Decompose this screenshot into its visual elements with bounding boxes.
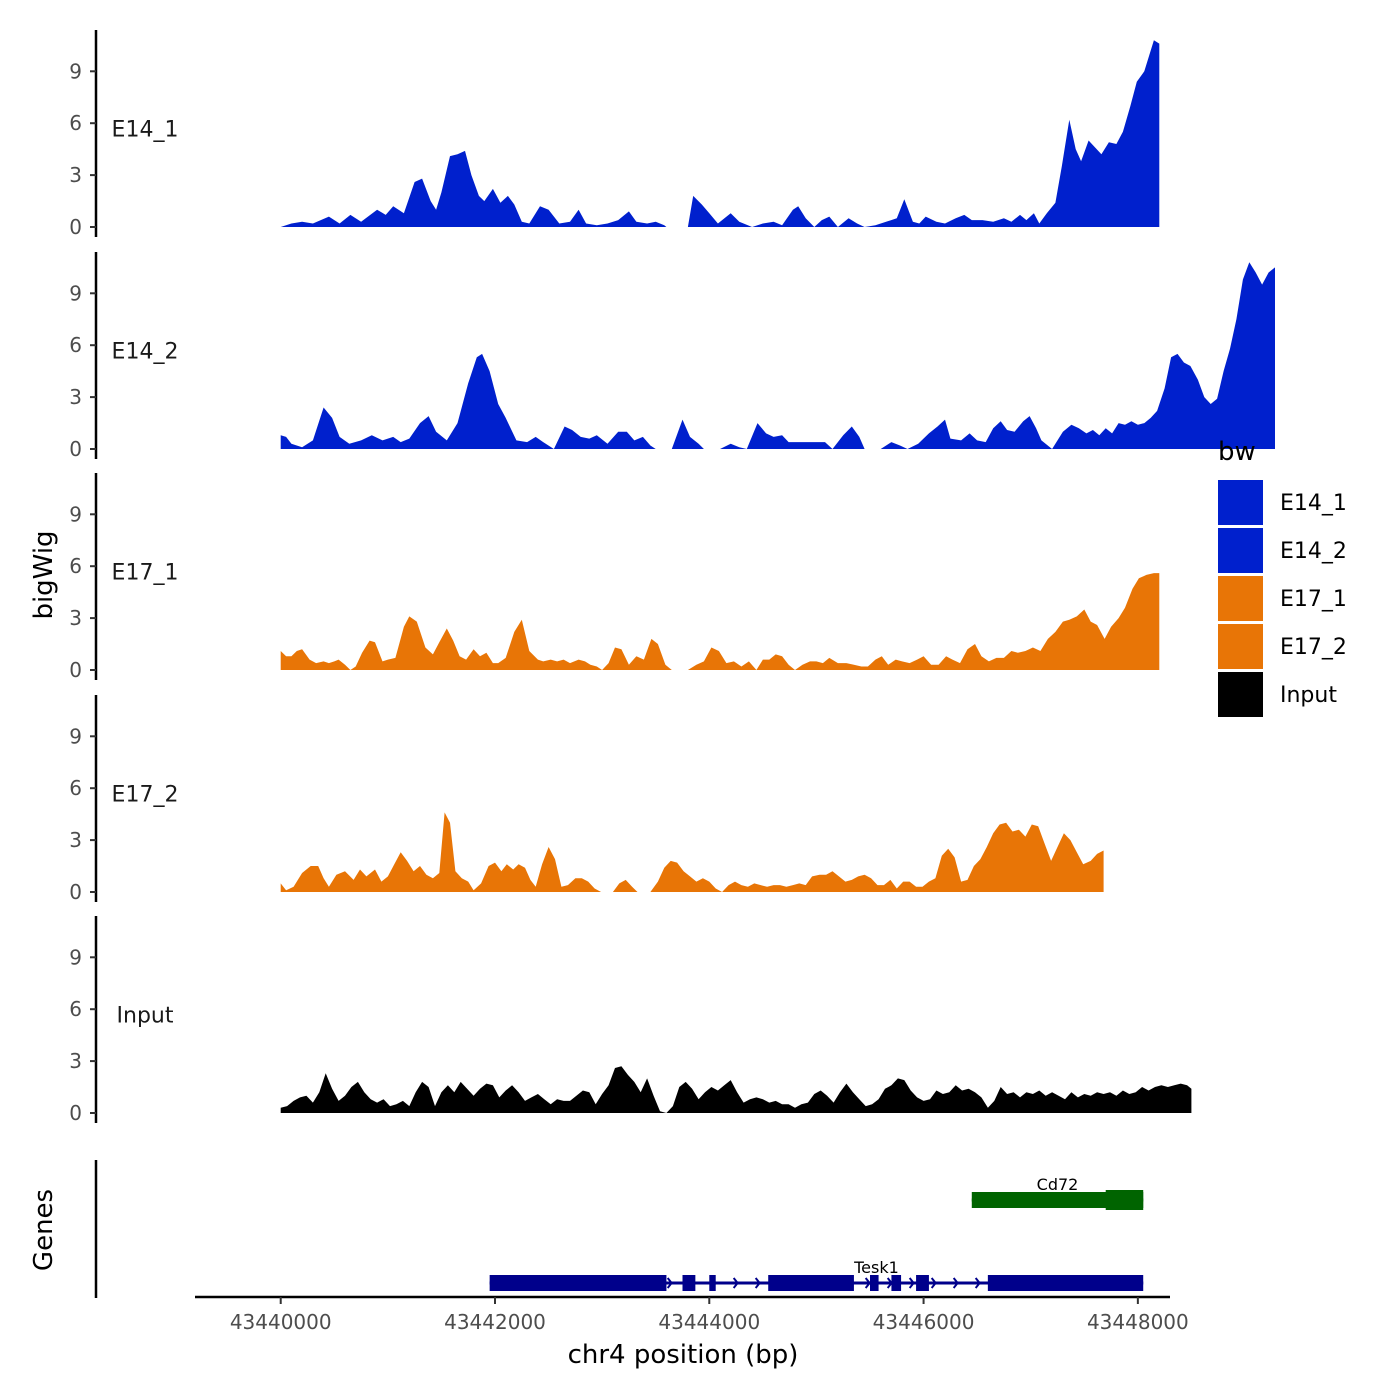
strand-arrow <box>864 1277 871 1289</box>
track-label: E17_1 <box>112 560 179 585</box>
track-label: E14_2 <box>112 339 179 364</box>
genes-axis-title: Genes <box>29 1189 59 1271</box>
exon <box>709 1275 716 1291</box>
y-tick-label: 9 <box>69 945 82 969</box>
x-tick-label: 43448000 <box>1087 1310 1189 1334</box>
strand-arrow <box>930 1277 937 1289</box>
y-tick-label: 3 <box>69 385 82 409</box>
coverage-area-E14_1 <box>280 40 1160 228</box>
legend-label: Input <box>1280 683 1337 708</box>
coverage-area-E14_2 <box>280 262 1275 449</box>
y-tick-label: 3 <box>69 163 82 187</box>
y-tick-label: 0 <box>69 658 82 682</box>
track-panel-E14_2: 0 3 6 9 E14_2 <box>69 252 1275 461</box>
y-tick-label: 9 <box>69 502 82 526</box>
exon <box>916 1275 929 1291</box>
y-tick-label: 9 <box>69 724 82 748</box>
exon <box>987 1275 1144 1291</box>
legend-swatch-E14_2 <box>1218 528 1263 573</box>
strand-arrow <box>974 1277 981 1289</box>
strand-arrow <box>666 1277 673 1289</box>
x-tick-label: 43442000 <box>444 1310 546 1334</box>
gene-label: Cd72 <box>1037 1175 1079 1194</box>
y-tick-label: 6 <box>69 997 82 1021</box>
exon <box>682 1275 696 1291</box>
y-tick-label: 3 <box>69 1049 82 1073</box>
y-tick-label: 0 <box>69 1101 82 1125</box>
exon <box>768 1275 854 1291</box>
gene-track: Cd72 Tesk1 <box>94 1160 1144 1298</box>
y-tick-label: 9 <box>69 281 82 305</box>
x-axis-title: chr4 position (bp) <box>568 1340 799 1370</box>
legend-swatch-E17_2 <box>1218 624 1263 669</box>
legend-label: E17_2 <box>1280 635 1347 660</box>
strand-arrow <box>908 1277 915 1289</box>
gene-label: Tesk1 <box>853 1258 899 1277</box>
y-tick-label: 0 <box>69 215 82 239</box>
exon <box>489 1275 667 1291</box>
y-tick-label: 6 <box>69 333 82 357</box>
exon <box>971 1192 1144 1208</box>
y-axis-title: bigWig <box>29 530 59 619</box>
exon <box>870 1275 879 1291</box>
x-axis: 43440000 43442000 43444000 43446000 43448000 <box>195 1295 1189 1334</box>
legend-title: bw <box>1218 437 1256 467</box>
x-tick-label: 43444000 <box>658 1310 760 1334</box>
y-tick-label: 6 <box>69 111 82 135</box>
y-tick-label: 0 <box>69 880 82 904</box>
track-panel-E17_1: 0 3 6 9 E17_1 <box>69 473 1160 682</box>
track-panel-E17_2: 0 3 6 9 E17_2 <box>69 695 1104 904</box>
legend-swatch-Input <box>1218 672 1263 717</box>
y-tick-label: 0 <box>69 437 82 461</box>
legend-swatch-E17_1 <box>1218 576 1263 621</box>
x-tick-label: 43446000 <box>873 1310 975 1334</box>
legend-label: E17_1 <box>1280 587 1347 612</box>
coverage-area-E17_1 <box>280 573 1160 670</box>
y-tick-label: 3 <box>69 828 82 852</box>
coding-exon <box>1105 1190 1144 1210</box>
strand-arrow <box>754 1277 761 1289</box>
track-label: E14_1 <box>112 117 179 142</box>
track-panel-E14_1: 0 3 6 9 E14_1 <box>69 30 1160 239</box>
track-label: Input <box>117 1003 174 1028</box>
gene-Tesk1: Tesk1 <box>489 1258 1144 1291</box>
exon <box>891 1275 902 1291</box>
track-panel-Input: 0 3 6 9 Input <box>69 916 1192 1125</box>
y-tick-label: 3 <box>69 606 82 630</box>
gene-Cd72: Cd72 <box>971 1175 1144 1210</box>
y-tick-label: 6 <box>69 776 82 800</box>
legend-label: E14_1 <box>1280 491 1347 516</box>
strand-arrow <box>732 1277 739 1289</box>
coverage-area-Input <box>280 1066 1192 1113</box>
strand-arrow <box>952 1277 959 1289</box>
y-tick-label: 9 <box>69 59 82 83</box>
y-tick-label: 6 <box>69 554 82 578</box>
coverage-area-E17_2 <box>280 812 1104 892</box>
track-label: E17_2 <box>112 782 179 807</box>
x-tick-label: 43440000 <box>230 1310 332 1334</box>
legend: bw E14_1 E14_2 E17_1 E17_2 Input <box>1218 437 1347 717</box>
bigwig-tracks: 0 3 6 9 E14_1 0 3 6 9 E14_2 0 3 6 9 E17_1 0 3 6 9 E17_2 0 3 6 9… <box>69 30 1275 1125</box>
legend-label: E14_2 <box>1280 539 1347 564</box>
legend-swatch-E14_1 <box>1218 480 1263 525</box>
